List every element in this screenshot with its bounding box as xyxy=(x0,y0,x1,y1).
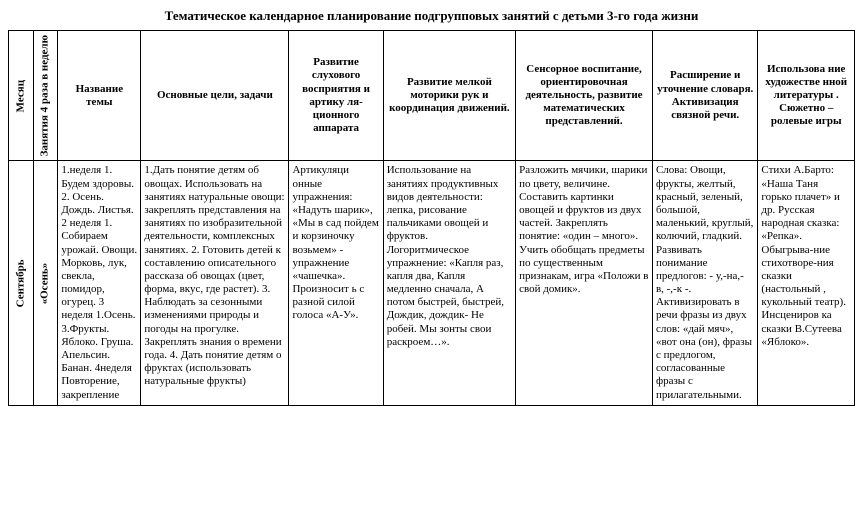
col-month: Месяц xyxy=(9,31,34,161)
cell-goals: 1.Дать понятие детям об овощах. Использо… xyxy=(141,161,289,405)
col-lit: Использова ние художестве нной литератур… xyxy=(758,31,855,161)
table-header-row: Месяц Занятия 4 раза в неделю Название т… xyxy=(9,31,855,161)
cell-auditory: Артикуляци онные упражнения: «Надуть шар… xyxy=(289,161,383,405)
page-title: Тематическое календарное планирование по… xyxy=(8,8,855,24)
col-goals: Основные цели, задачи xyxy=(141,31,289,161)
table-row: Сентябрь «Осень» 1.неделя 1. Будем здоро… xyxy=(9,161,855,405)
cell-sensory: Разложить мячики, шарики по цвету, велич… xyxy=(516,161,653,405)
cell-season: «Осень» xyxy=(33,161,58,405)
cell-lit: Стихи А.Барто: «Наша Таня горько плачет»… xyxy=(758,161,855,405)
col-sensory: Сенсорное воспитание, ориентировочная де… xyxy=(516,31,653,161)
cell-topic: 1.неделя 1. Будем здоровы. 2. Осень. Дож… xyxy=(58,161,141,405)
col-topic: Название темы xyxy=(58,31,141,161)
col-freq: Занятия 4 раза в неделю xyxy=(33,31,58,161)
cell-month: Сентябрь xyxy=(9,161,34,405)
planning-table: Месяц Занятия 4 раза в неделю Название т… xyxy=(8,30,855,406)
cell-motor: Использование на занятиях продуктивных в… xyxy=(383,161,515,405)
col-auditory: Развитие слухового восприятия и артику л… xyxy=(289,31,383,161)
col-vocab: Расширение и уточнение словаря. Активиза… xyxy=(652,31,757,161)
cell-vocab: Слова: Овощи, фрукты, желтый, красный, з… xyxy=(652,161,757,405)
col-motor: Развитие мелкой моторики рук и координац… xyxy=(383,31,515,161)
